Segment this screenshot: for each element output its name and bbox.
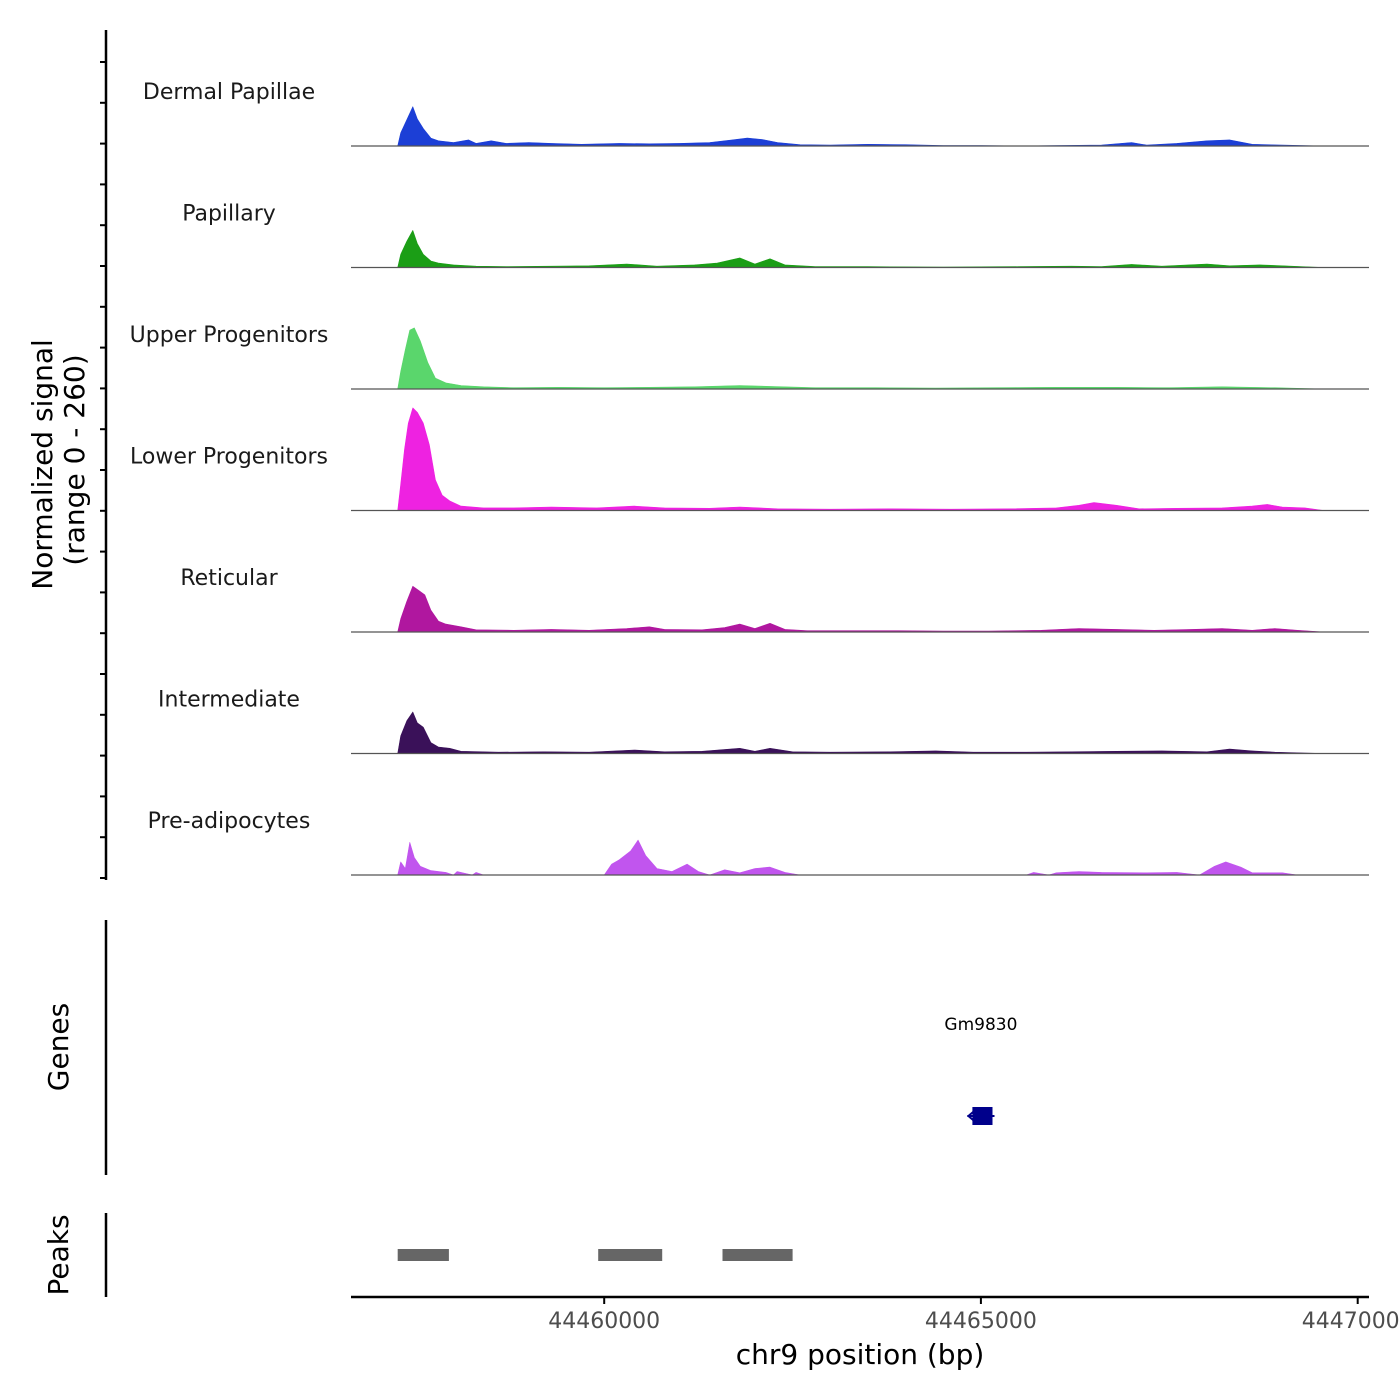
track-label: Dermal Papillae (143, 80, 315, 105)
gene-strand-arrow (966, 1109, 977, 1123)
gene-label: Gm9830 (944, 1015, 1017, 1035)
peak (598, 1249, 663, 1261)
track-label: Intermediate (158, 688, 300, 713)
signal-area (397, 711, 1325, 754)
track-label: Papillary (182, 202, 276, 227)
x-tick-label: 44460000 (548, 1309, 660, 1334)
signal-area (397, 327, 1325, 390)
track-reticular: Reticular (180, 566, 1369, 633)
track-label: Pre-adipocytes (148, 809, 311, 834)
track-label: Upper Progenitors (130, 323, 329, 348)
x-tick-label: 44470000 (1302, 1309, 1400, 1334)
peaks-panel-title: Peaks (42, 1214, 75, 1295)
peak (722, 1249, 793, 1261)
peaks-panel (397, 1249, 793, 1261)
track-pre-adipocytes: Pre-adipocytes (148, 809, 1369, 876)
signal-axis-ticks (100, 61, 106, 879)
x-axis-ticks: 44460000 44465000 44470000 (548, 1297, 1400, 1334)
genes-panel-title: Genes (42, 1003, 75, 1091)
signal-area (397, 585, 1325, 633)
y-axis-title-line1: Normalized signal (26, 339, 59, 590)
y-axis-title-line2: (range 0 - 260) (58, 354, 91, 565)
track-dermal-papillae: Dermal Papillae (143, 80, 1369, 147)
peak (397, 1249, 449, 1261)
signal-area (397, 407, 1325, 511)
x-tick-label: 44465000 (925, 1309, 1037, 1334)
y-axis-title: Normalized signal (range 0 - 260) (26, 330, 91, 589)
genes-panel: Gm9830 (944, 1015, 1017, 1125)
track-label: Lower Progenitors (130, 445, 328, 470)
track-intermediate: Intermediate (158, 688, 1369, 755)
signal-tracks: Dermal Papillae Papillary Upper Progenitor… (130, 80, 1369, 876)
track-label: Reticular (180, 566, 278, 591)
signal-area (397, 106, 1325, 147)
track-papillary: Papillary (182, 202, 1369, 269)
signal-area (397, 230, 1325, 268)
track-upper-progenitors: Upper Progenitors (130, 323, 1369, 390)
x-axis-title: chr9 position (bp) (736, 1338, 985, 1371)
track-lower-progenitors: Lower Progenitors (130, 407, 1369, 512)
signal-area (397, 839, 1325, 876)
